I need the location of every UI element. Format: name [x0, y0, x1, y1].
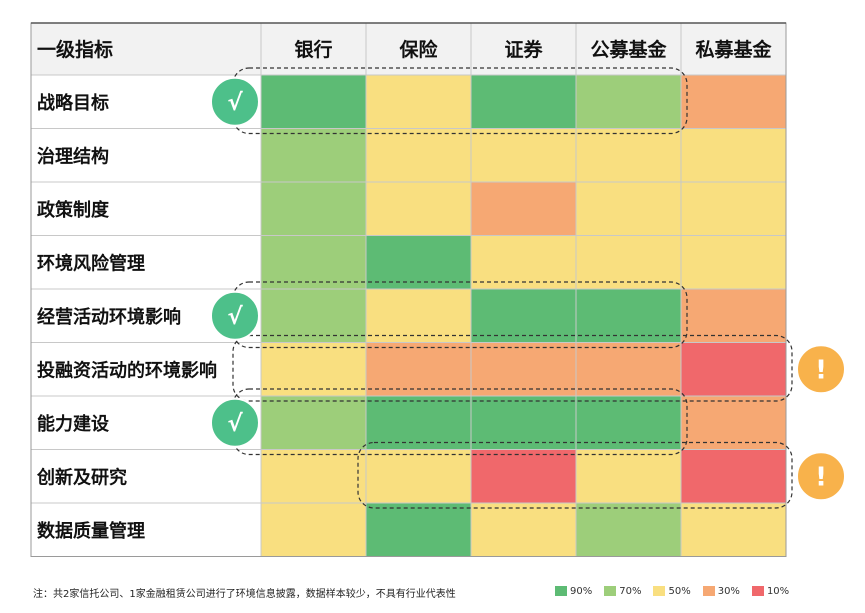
row-label: 经营活动环境影响 — [37, 306, 181, 328]
heatmap-cell — [471, 182, 576, 236]
alert-icon — [796, 344, 846, 395]
legend-swatch — [702, 586, 715, 596]
heatmap-cell — [471, 235, 576, 289]
footnote: 注：共2家信托公司、1家金融租赁公司进行了环境信息披露，数据样本较少，不具有行业… — [33, 589, 456, 600]
legend-label: 70% — [619, 585, 642, 597]
heatmap-cell — [261, 449, 366, 503]
heatmap-cell — [576, 342, 681, 396]
highlight-box — [357, 441, 793, 509]
legend-label: 10% — [766, 585, 790, 597]
heatmap-cell — [366, 396, 471, 450]
legend-item: 50% — [653, 585, 691, 597]
heatmap-cell — [576, 75, 681, 129]
heatmap-cell — [681, 75, 786, 129]
legend-item: 70% — [604, 586, 641, 597]
heatmap-cell — [471, 128, 576, 182]
legend-label: 30% — [717, 585, 740, 597]
heatmap-cell — [366, 449, 471, 503]
row-label: 投融资活动的环境影响 — [37, 359, 217, 381]
heatmap-cell — [576, 503, 681, 557]
heatmap-cell — [366, 235, 471, 289]
column-header: 公募基金 — [590, 38, 667, 61]
heatmap-cell — [576, 128, 681, 182]
check-symbol: √ — [227, 90, 243, 116]
heatmap-cell — [681, 342, 786, 396]
alert-icon — [796, 451, 846, 502]
heatmap-cell — [261, 396, 366, 450]
row-label: 战略目标 — [37, 92, 109, 114]
row-label: 数据质量管理 — [37, 520, 145, 542]
legend-swatch — [751, 586, 764, 596]
column-header: 私募基金 — [695, 38, 772, 61]
heatmap-cell — [681, 289, 786, 343]
column-header: 保险 — [398, 38, 438, 61]
heatmap-cell — [366, 342, 471, 396]
legend-label: 50% — [668, 585, 691, 597]
alert-symbol: ! — [815, 355, 827, 385]
heatmap-cell — [681, 182, 786, 236]
heatmap-cell — [261, 289, 366, 343]
heatmap-cell — [366, 75, 471, 129]
highlight-overlay: √ √ √!! — [210, 67, 846, 509]
row-label: 治理结构 — [37, 145, 109, 167]
heatmap-cell — [471, 449, 576, 503]
legend-label: 90% — [570, 585, 593, 597]
heatmap-cell — [471, 396, 576, 450]
heatmap-cell — [366, 289, 471, 343]
column-header: 银行 — [294, 38, 332, 61]
heatmap-cell — [261, 235, 366, 289]
check-icon — [210, 290, 260, 341]
heatmap-cell — [576, 235, 681, 289]
heatmap-cell — [261, 503, 366, 557]
heatmap-cell — [366, 128, 471, 182]
row-label: 环境风险管理 — [37, 252, 145, 274]
heatmap-cell — [471, 503, 576, 557]
heatmap-cell — [261, 128, 366, 182]
legend-item: 90% — [555, 586, 592, 597]
heatmap-cell — [576, 182, 681, 236]
heatmap-cell — [471, 289, 576, 343]
row-label: 能力建设 — [37, 413, 109, 435]
legend: 90% 70% 50% 30% 10% — [555, 584, 801, 598]
heatmap-cell — [681, 396, 786, 450]
header-row — [31, 23, 786, 75]
heatmap-cell — [681, 235, 786, 289]
heatmap-cell — [261, 182, 366, 236]
heatmap-grid: 一级指标 银行 保险 证券 公募基金 私募基金战略目标治理结构政策制度环境风险管理经营活动… — [30, 22, 787, 557]
check-icon — [210, 397, 260, 448]
heatmap-cell — [261, 342, 366, 396]
legend-item: 30% — [702, 585, 740, 597]
heatmap-cell — [681, 449, 786, 503]
check-symbol: √ — [227, 304, 243, 330]
heatmap-cell — [471, 75, 576, 129]
highlight-box — [232, 334, 793, 402]
heatmap-cell — [261, 75, 366, 129]
heatmap-cell — [576, 289, 681, 343]
heatmap-cell — [576, 396, 681, 450]
corner-label: 一级指标 — [37, 38, 113, 61]
legend-swatch — [604, 586, 617, 596]
legend-item: 10% — [751, 585, 790, 597]
legend-swatch — [555, 586, 567, 596]
check-icon — [210, 76, 260, 127]
heatmap-cell — [366, 182, 471, 236]
row-label: 创新及研究 — [36, 466, 127, 488]
heatmap-cell — [681, 128, 786, 182]
row-label: 政策制度 — [37, 199, 110, 221]
heatmap-cell — [471, 342, 576, 396]
heatmap-cell — [681, 503, 786, 557]
alert-symbol: ! — [815, 462, 827, 492]
heatmap-cell — [366, 503, 471, 557]
column-header: 证券 — [504, 38, 543, 61]
check-symbol: √ — [227, 411, 243, 437]
heatmap-cell — [576, 449, 681, 503]
legend-swatch — [653, 586, 666, 596]
